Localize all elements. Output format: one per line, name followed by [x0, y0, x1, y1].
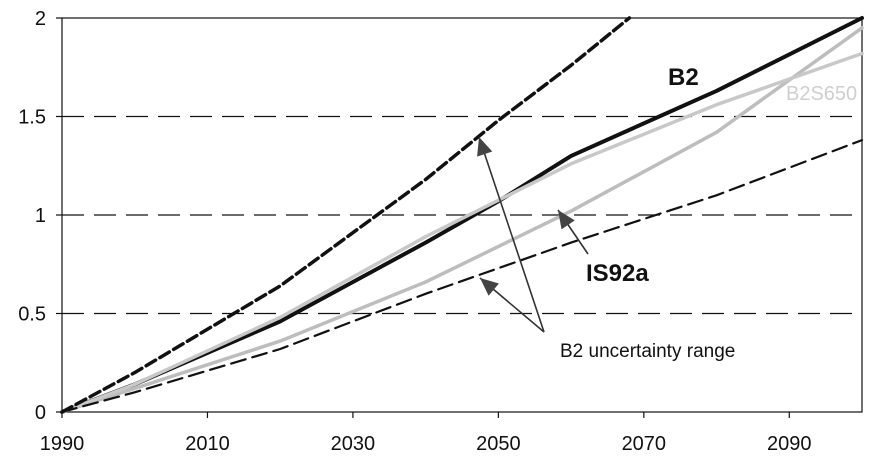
y-tick-label-1: 0.5 [18, 304, 46, 326]
annotation-b2s650: B2S650 [786, 83, 857, 105]
series-line-b2s650 [62, 54, 862, 413]
y-tick-label-4: 2 [35, 8, 46, 30]
y-tick-label-3: 1.5 [18, 107, 46, 129]
annotation-b2-uncertainty-range: B2 uncertainty range [560, 341, 735, 362]
arrow-upper-range-shaft [479, 137, 544, 332]
gridlines [62, 117, 862, 314]
y-tick-label-2: 1 [35, 205, 46, 227]
y-tick-label-0: 0 [35, 402, 46, 424]
annotation-is92a: IS92a [586, 260, 649, 287]
x-tick-label-4: 2070 [622, 433, 667, 455]
x-tick-label-0: 1990 [40, 433, 85, 455]
x-tick-label-2: 2030 [331, 433, 376, 455]
x-tick-label-3: 2050 [476, 433, 521, 455]
annotation-arrows [477, 137, 588, 332]
arrow-lower-range-head [480, 278, 499, 296]
arrow-upper-range-head [477, 137, 492, 157]
annotation-b2: B2 [668, 64, 699, 91]
x-tick-label-5: 2090 [767, 433, 812, 455]
x-tick-label-1: 2010 [185, 433, 230, 455]
